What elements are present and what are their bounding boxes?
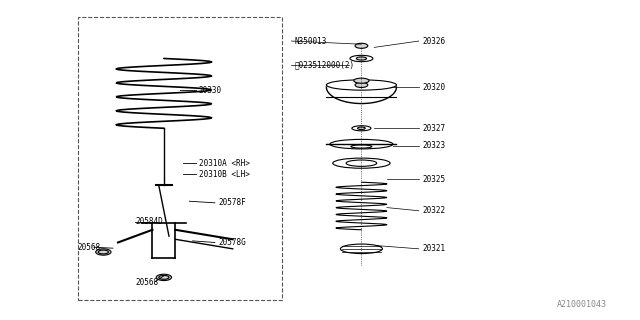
Text: 20330: 20330 (199, 86, 222, 95)
Ellipse shape (355, 43, 368, 48)
Text: 20568: 20568 (135, 278, 158, 287)
Text: 20578F: 20578F (218, 198, 246, 207)
Text: 20310A <RH>: 20310A <RH> (199, 159, 250, 168)
Text: 20327: 20327 (422, 124, 445, 133)
Ellipse shape (156, 274, 172, 281)
Text: 20310B <LH>: 20310B <LH> (199, 170, 250, 179)
Ellipse shape (96, 249, 111, 255)
Text: 20568: 20568 (78, 243, 101, 252)
Text: 20323: 20323 (422, 141, 445, 150)
Text: N350013: N350013 (294, 36, 327, 45)
Text: ⓝ023512000(2): ⓝ023512000(2) (294, 60, 355, 69)
Ellipse shape (358, 127, 365, 130)
Ellipse shape (355, 83, 368, 87)
Ellipse shape (354, 78, 369, 83)
Text: 20320: 20320 (422, 83, 445, 92)
Text: 20326: 20326 (422, 36, 445, 45)
Text: A210001043: A210001043 (557, 300, 607, 309)
Text: 20322: 20322 (422, 206, 445, 215)
Text: 20325: 20325 (422, 174, 445, 184)
Text: 20321: 20321 (422, 244, 445, 253)
Text: 20584D: 20584D (135, 217, 163, 226)
Ellipse shape (356, 57, 367, 60)
Text: 20578G: 20578G (218, 238, 246, 247)
